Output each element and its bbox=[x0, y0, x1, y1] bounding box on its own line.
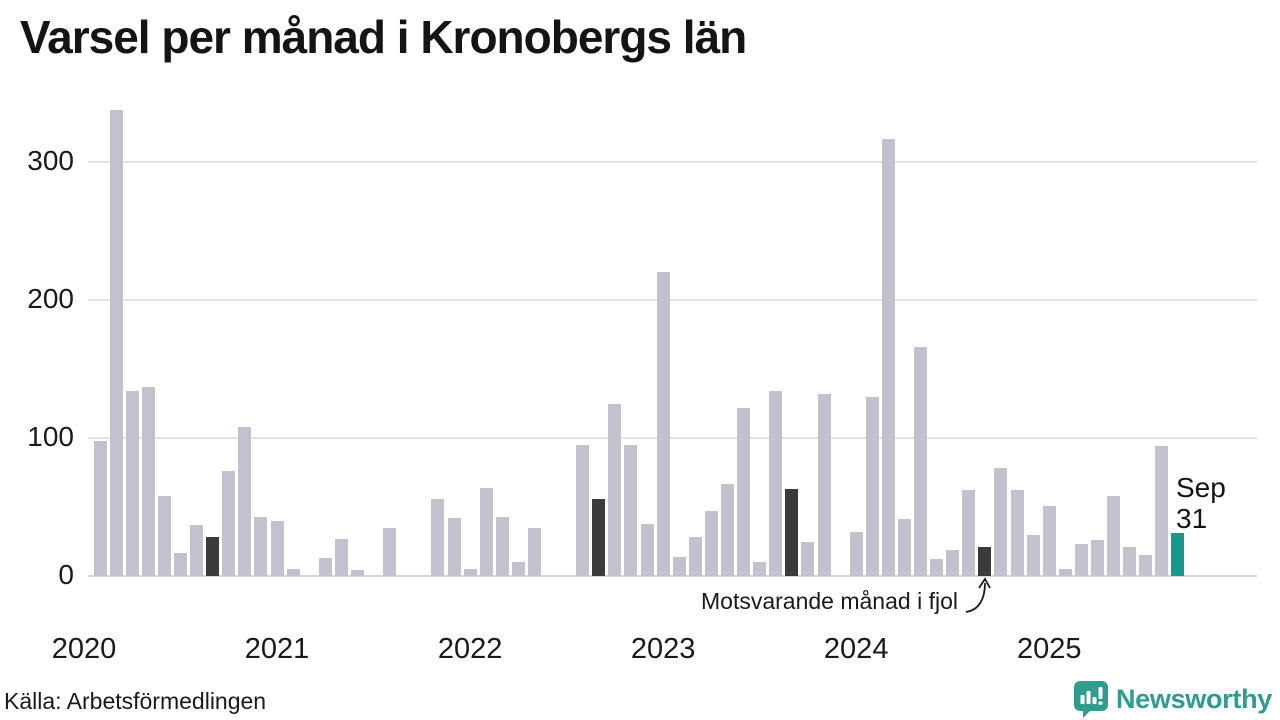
brand-name: Newsworthy bbox=[1115, 683, 1272, 714]
bar-2022-10 bbox=[608, 403, 622, 576]
bar-2024-12 bbox=[1026, 534, 1040, 576]
bar-2022-09 bbox=[592, 498, 606, 576]
current-month-value: 31 bbox=[1176, 503, 1208, 534]
bar-2023-03 bbox=[688, 537, 702, 576]
bar-2021-08 bbox=[383, 527, 397, 576]
gridline-300 bbox=[88, 161, 1257, 163]
bar-2024-10 bbox=[994, 468, 1008, 576]
x-axis-year-2021: 2021 bbox=[244, 633, 310, 665]
x-axis-year-2022: 2022 bbox=[437, 633, 503, 665]
bar-2020-09 bbox=[206, 537, 220, 576]
bar-2025-03 bbox=[1074, 544, 1088, 576]
bar-2023-08 bbox=[769, 391, 783, 576]
plot-area bbox=[88, 100, 1257, 577]
bar-2023-01 bbox=[656, 272, 670, 576]
x-axis-year-2025: 2025 bbox=[1016, 633, 1082, 665]
bar-2023-06 bbox=[737, 407, 751, 576]
bar-2021-05 bbox=[334, 538, 348, 576]
gridline-0 bbox=[88, 575, 1257, 577]
bar-2022-04 bbox=[511, 562, 525, 576]
bar-2023-02 bbox=[672, 556, 686, 576]
bar-2025-01 bbox=[1042, 505, 1056, 576]
y-tick-label-300: 300 bbox=[27, 145, 74, 176]
brand-logo: Newsworthy bbox=[1073, 680, 1272, 718]
bar-2022-05 bbox=[527, 527, 541, 576]
bar-2020-04 bbox=[125, 391, 139, 576]
bar-2024-02 bbox=[865, 396, 879, 576]
bar-2024-09 bbox=[978, 547, 992, 576]
bar-2025-09 bbox=[1171, 533, 1185, 576]
bar-2023-07 bbox=[753, 562, 767, 576]
bar-2025-04 bbox=[1091, 540, 1104, 576]
source-caption: Källa: Arbetsförmedlingen bbox=[4, 688, 267, 714]
bar-2020-07 bbox=[174, 552, 188, 576]
bar-2020-02 bbox=[93, 440, 107, 576]
bar-2023-04 bbox=[704, 511, 718, 576]
bar-2024-07 bbox=[946, 549, 960, 576]
bar-2024-06 bbox=[930, 559, 944, 576]
bar-2020-03 bbox=[109, 109, 123, 576]
bar-2025-08 bbox=[1155, 446, 1169, 576]
bar-2021-12 bbox=[447, 518, 461, 576]
bar-2024-08 bbox=[962, 490, 976, 576]
bar-2020-08 bbox=[190, 524, 204, 576]
bar-2020-06 bbox=[157, 495, 171, 576]
y-tick-label-200: 200 bbox=[27, 283, 74, 314]
bar-2024-03 bbox=[881, 138, 895, 576]
gridline-200 bbox=[88, 299, 1257, 301]
bar-2020-05 bbox=[141, 386, 155, 576]
newsworthy-logo-icon bbox=[1073, 681, 1108, 718]
bar-2020-12 bbox=[254, 516, 268, 576]
bar-2025-05 bbox=[1107, 495, 1121, 576]
bar-2024-05 bbox=[914, 346, 928, 576]
bar-2023-10 bbox=[801, 541, 815, 576]
bar-2022-01 bbox=[463, 569, 477, 576]
lastyear-annotation-label: Motsvarande månad i fjol bbox=[701, 588, 958, 614]
bar-2022-02 bbox=[479, 487, 493, 576]
bar-2021-04 bbox=[318, 558, 332, 576]
bar-2023-09 bbox=[785, 489, 799, 576]
lastyear-annotation-arrow-icon bbox=[965, 577, 991, 613]
bar-2020-10 bbox=[222, 471, 236, 576]
bar-2024-01 bbox=[849, 531, 863, 576]
gridline-100 bbox=[88, 437, 1257, 439]
current-month-label: Sep 31 bbox=[1176, 472, 1226, 534]
bar-2021-02 bbox=[286, 569, 300, 576]
chart-title: Varsel per månad i Kronobergs län bbox=[20, 11, 747, 63]
x-axis-year-2023: 2023 bbox=[630, 633, 696, 665]
bar-2020-11 bbox=[238, 426, 252, 576]
bar-2021-01 bbox=[270, 520, 284, 576]
bar-2022-12 bbox=[640, 523, 654, 576]
y-tick-label-0: 0 bbox=[58, 559, 74, 590]
y-tick-label-100: 100 bbox=[27, 421, 74, 452]
bar-2022-03 bbox=[495, 516, 509, 576]
bar-2021-06 bbox=[350, 570, 364, 576]
bar-2025-07 bbox=[1139, 555, 1153, 576]
current-month-name: Sep bbox=[1176, 472, 1226, 503]
bar-2025-06 bbox=[1123, 547, 1137, 576]
bar-2025-02 bbox=[1058, 569, 1072, 576]
bar-2023-05 bbox=[721, 483, 734, 576]
bar-2024-04 bbox=[897, 519, 911, 576]
bar-2022-08 bbox=[576, 444, 590, 576]
x-axis-year-2024: 2024 bbox=[823, 633, 889, 665]
bar-2022-11 bbox=[624, 444, 638, 576]
x-axis-year-2020: 2020 bbox=[51, 633, 117, 665]
bar-2024-11 bbox=[1010, 490, 1024, 576]
bar-2021-11 bbox=[431, 498, 445, 576]
bar-2023-11 bbox=[817, 393, 831, 576]
